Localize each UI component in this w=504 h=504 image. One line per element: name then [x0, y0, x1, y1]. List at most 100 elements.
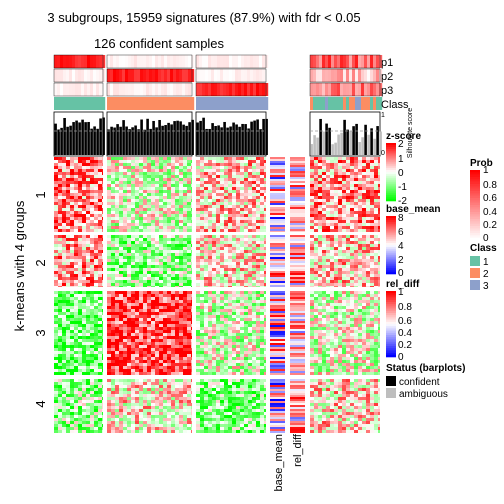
heatmap-cell	[216, 324, 221, 328]
heatmap-cell	[78, 181, 83, 185]
heatmap-cell	[123, 259, 128, 263]
heatmap-cell	[123, 312, 128, 316]
heatmap-cell	[171, 244, 176, 248]
heatmap-cell	[228, 360, 233, 364]
prob-cell	[143, 55, 147, 68]
heatmap-cell	[115, 193, 120, 197]
heatmap-cell	[196, 348, 201, 352]
heatmap-cell	[66, 321, 71, 325]
heatmap-cell	[86, 235, 91, 239]
heatmap-cell	[119, 175, 124, 179]
heatmap-cell	[310, 268, 315, 272]
heatmap-cell	[196, 241, 201, 245]
heatmap-cell	[147, 196, 152, 200]
heatmap-cell	[123, 193, 128, 197]
heatmap-cell	[123, 217, 128, 221]
heatmap-cell	[191, 160, 192, 164]
heatmap-cell	[191, 294, 192, 298]
heatmap-cell	[143, 372, 148, 375]
heatmap-cell	[98, 235, 103, 239]
heatmap-cell	[143, 253, 148, 257]
heatmap-cell	[147, 283, 152, 287]
heatmap-cell	[187, 303, 192, 307]
class-cell	[319, 97, 323, 110]
heatmap-cell	[143, 342, 148, 346]
heatmap-cell	[139, 235, 144, 239]
heatmap-cell	[171, 309, 176, 313]
heatmap-cell	[236, 339, 241, 343]
heatmap-cell	[70, 315, 75, 319]
heatmap-cell	[143, 345, 148, 349]
heatmap-cell	[155, 217, 160, 221]
heatmap-cell	[131, 211, 136, 215]
heatmap-cell	[62, 297, 67, 301]
heatmap-cell	[374, 205, 379, 209]
heatmap-cell	[143, 265, 148, 269]
heatmap-cell	[78, 187, 83, 191]
heatmap-cell	[62, 291, 67, 295]
heatmap-cell	[200, 363, 205, 367]
heatmap-cell	[338, 250, 343, 254]
heatmap-cell	[70, 309, 75, 313]
prob-cell	[69, 83, 73, 96]
heatmap-cell	[159, 348, 164, 352]
heatmap-cell	[240, 283, 245, 287]
heatmap-cell	[354, 169, 359, 173]
heatmap-cell	[252, 360, 257, 364]
heatmap-cell	[70, 160, 75, 164]
heatmap-cell	[342, 187, 347, 191]
heatmap-cell	[370, 220, 375, 224]
heatmap-cell	[127, 247, 132, 251]
heatmap-cell	[70, 172, 75, 176]
heatmap-cell	[326, 283, 331, 287]
heatmap-cell	[183, 300, 188, 304]
heatmap-cell	[175, 262, 180, 266]
prob-track-border	[309, 68, 381, 83]
heatmap-cell	[151, 256, 156, 260]
heatmap-cell	[228, 217, 233, 221]
class-cell	[119, 97, 123, 110]
heatmap-cell	[167, 274, 172, 278]
heatmap-cell	[171, 184, 176, 188]
heatmap-cell	[264, 348, 266, 352]
heatmap-cell	[155, 223, 160, 227]
prob-cell	[125, 83, 129, 96]
prob-cell	[229, 69, 233, 82]
heatmap-cell	[208, 217, 213, 221]
heatmap-cell	[82, 208, 87, 212]
heatmap-cell	[74, 226, 79, 230]
heatmap-cell	[196, 247, 201, 251]
heatmap-cell	[119, 315, 124, 319]
heatmap-cell	[191, 354, 192, 358]
heatmap-cell	[358, 274, 363, 278]
heatmap-cell	[58, 297, 63, 301]
heatmap-cell	[163, 360, 168, 364]
heatmap-cell	[74, 181, 79, 185]
heatmap-cell	[244, 184, 249, 188]
heatmap-cell	[212, 283, 217, 287]
heatmap-cell	[58, 247, 63, 251]
heatmap-cell	[102, 309, 103, 313]
heatmap-cell	[70, 321, 75, 325]
heatmap-cell	[54, 235, 59, 239]
heatmap-cell	[66, 268, 71, 272]
heatmap-cell	[102, 354, 103, 358]
heatmap-cell	[70, 372, 75, 375]
heatmap-cell	[74, 238, 79, 242]
silhouette-bar	[158, 119, 161, 155]
heatmap-cell	[58, 271, 63, 275]
heatmap-cell	[216, 306, 221, 310]
heatmap-cell	[179, 294, 184, 298]
heatmap-cell	[256, 211, 261, 215]
heatmap-cell	[54, 247, 59, 251]
heatmap-cell	[200, 166, 205, 170]
heatmap-cell	[159, 315, 164, 319]
heatmap-cell	[179, 187, 184, 191]
heatmap-cell	[62, 190, 67, 194]
heatmap-cell	[78, 303, 83, 307]
heatmap-cell	[374, 163, 379, 167]
heatmap-cell	[115, 324, 120, 328]
heatmap-cell	[220, 190, 225, 194]
heatmap-cell	[208, 259, 213, 263]
heatmap-cell	[139, 280, 144, 284]
